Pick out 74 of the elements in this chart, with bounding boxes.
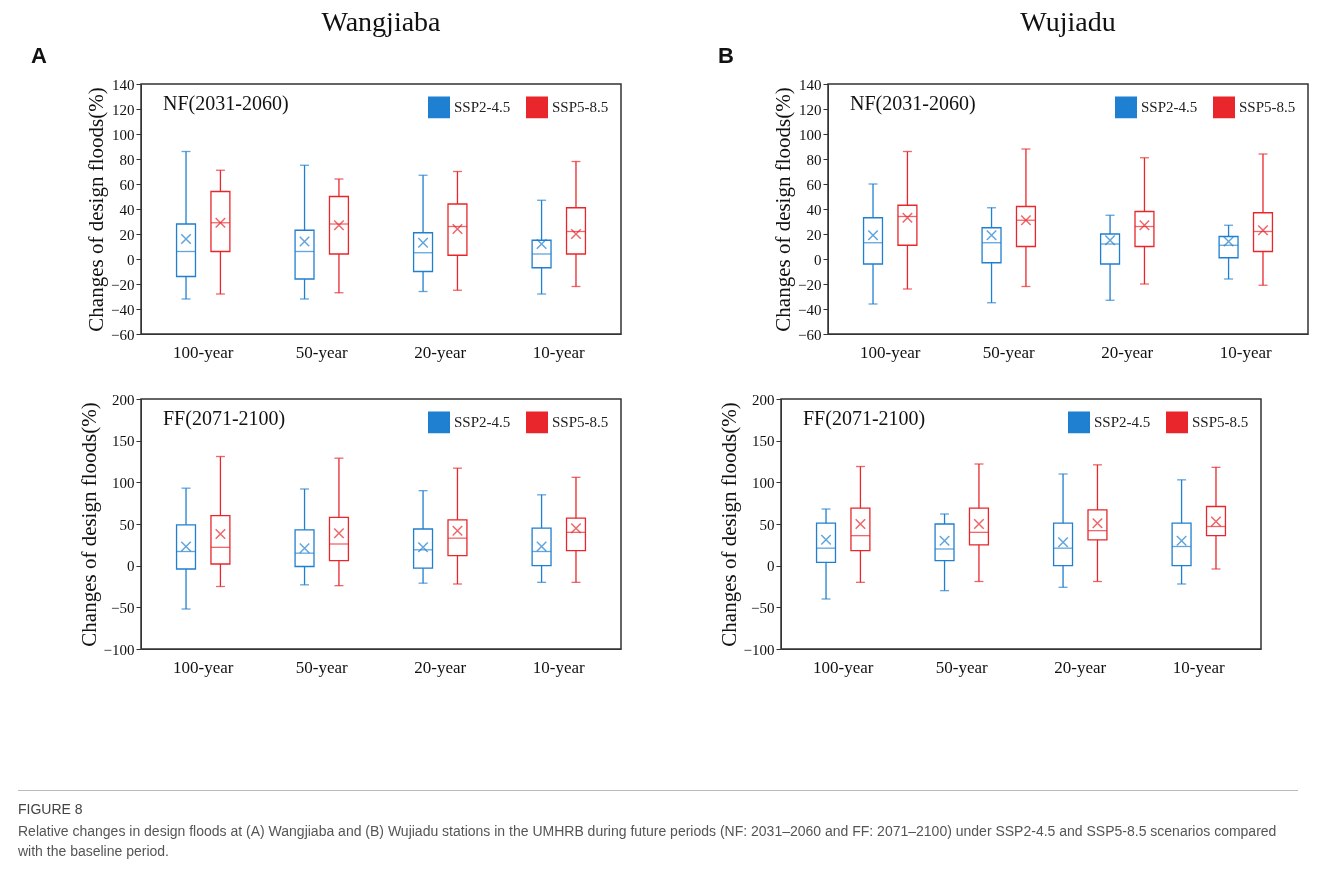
y-tick-label: −60 xyxy=(111,326,135,343)
legend-label: SSP5-8.5 xyxy=(1239,99,1296,116)
y-tick-label: 20 xyxy=(806,226,822,243)
x-tick-label: 20-year xyxy=(414,657,467,677)
y-tick-label: 20 xyxy=(119,226,135,243)
y-tick-label: 60 xyxy=(119,176,135,193)
annotation: FF(2071-2100) xyxy=(803,407,926,430)
y-tick-label: −40 xyxy=(111,301,135,318)
y-tick-label: −50 xyxy=(751,599,775,616)
y-tick-label: 0 xyxy=(767,558,775,575)
y-tick-label: 100 xyxy=(112,474,135,491)
text: B xyxy=(718,43,734,68)
x-tick-label: 50-year xyxy=(935,657,989,677)
y-tick-label: 150 xyxy=(752,433,775,450)
y-tick-label: 120 xyxy=(799,101,822,118)
x-tick-label: 10-year xyxy=(532,342,586,362)
y-tick-label: 0 xyxy=(814,251,822,268)
y-tick-label: 40 xyxy=(806,201,822,218)
y-tick-label: 50 xyxy=(119,516,135,533)
y-tick-label: 80 xyxy=(119,151,135,168)
y-axis-title: Changes of design floods(%) xyxy=(771,87,796,332)
legend-label: SSP5-8.5 xyxy=(552,414,609,431)
y-tick-label: −100 xyxy=(103,641,135,658)
legend-label: SSP2-4.5 xyxy=(454,414,511,431)
x-tick-label: 100-year xyxy=(173,657,234,677)
annotation: FF(2071-2100) xyxy=(163,407,286,430)
y-tick-label: −20 xyxy=(798,276,822,293)
chart-title: Wangjiaba xyxy=(321,6,442,37)
y-tick-label: 40 xyxy=(119,201,135,218)
y-tick-label: 140 xyxy=(799,76,822,93)
y-tick-label: 200 xyxy=(752,391,775,408)
x-tick-label: 100-year xyxy=(860,342,921,362)
x-tick-label: 10-year xyxy=(1219,342,1273,362)
text: Relative changes in design floods at (A) Wangjiaba and (B) Wujiadu stations in the UMHRB during future periods (NF: 2031–2060 and FF: 2071–2100) under SSP2-4.5 and SSP5-8.5 scenarios compared with the baseline period. xyxy=(18,822,1278,862)
y-tick-label: 120 xyxy=(112,101,135,118)
y-axis-title: Changes of design floods(%) xyxy=(84,87,109,332)
x-tick-label: 50-year xyxy=(295,657,349,677)
y-tick-label: 140 xyxy=(112,76,135,93)
y-tick-label: −60 xyxy=(798,326,822,343)
y-tick-label: 50 xyxy=(759,516,775,533)
y-tick-label: 100 xyxy=(799,126,822,143)
text: A xyxy=(31,43,47,68)
x-tick-label: 50-year xyxy=(295,342,349,362)
legend-label: SSP5-8.5 xyxy=(552,99,609,116)
y-tick-label: 150 xyxy=(112,433,135,450)
x-tick-label: 100-year xyxy=(173,342,234,362)
legend-label: SSP2-4.5 xyxy=(454,99,511,116)
caption: FIGURE 8 xyxy=(18,801,84,817)
legend-label: SSP2-4.5 xyxy=(1094,414,1151,431)
legend-label: SSP5-8.5 xyxy=(1192,414,1249,431)
y-tick-label: 60 xyxy=(806,176,822,193)
y-tick-label: 100 xyxy=(112,126,135,143)
y-tick-label: −100 xyxy=(743,641,775,658)
y-tick-label: 200 xyxy=(112,391,135,408)
y-tick-label: 80 xyxy=(806,151,822,168)
y-tick-label: −40 xyxy=(798,301,822,318)
chart-title: Wujiadu xyxy=(1020,6,1116,37)
y-tick-label: −20 xyxy=(111,276,135,293)
y-tick-label: −50 xyxy=(111,599,135,616)
x-tick-label: 100-year xyxy=(813,657,874,677)
y-axis-title: Changes of design floods(%) xyxy=(76,402,101,647)
y-tick-label: 0 xyxy=(127,558,135,575)
y-axis-title: Changes of design floods(%) xyxy=(716,402,741,647)
x-tick-label: 10-year xyxy=(532,657,586,677)
x-tick-label: 10-year xyxy=(1172,657,1226,677)
x-tick-label: 20-year xyxy=(414,342,467,362)
annotation: NF(2031-2060) xyxy=(163,92,289,115)
legend-label: SSP2-4.5 xyxy=(1141,99,1198,116)
y-tick-label: 0 xyxy=(127,251,135,268)
x-tick-label: 20-year xyxy=(1054,657,1107,677)
x-tick-label: 20-year xyxy=(1101,342,1154,362)
annotation: NF(2031-2060) xyxy=(850,92,976,115)
x-tick-label: 50-year xyxy=(982,342,1036,362)
y-tick-label: 100 xyxy=(752,474,775,491)
